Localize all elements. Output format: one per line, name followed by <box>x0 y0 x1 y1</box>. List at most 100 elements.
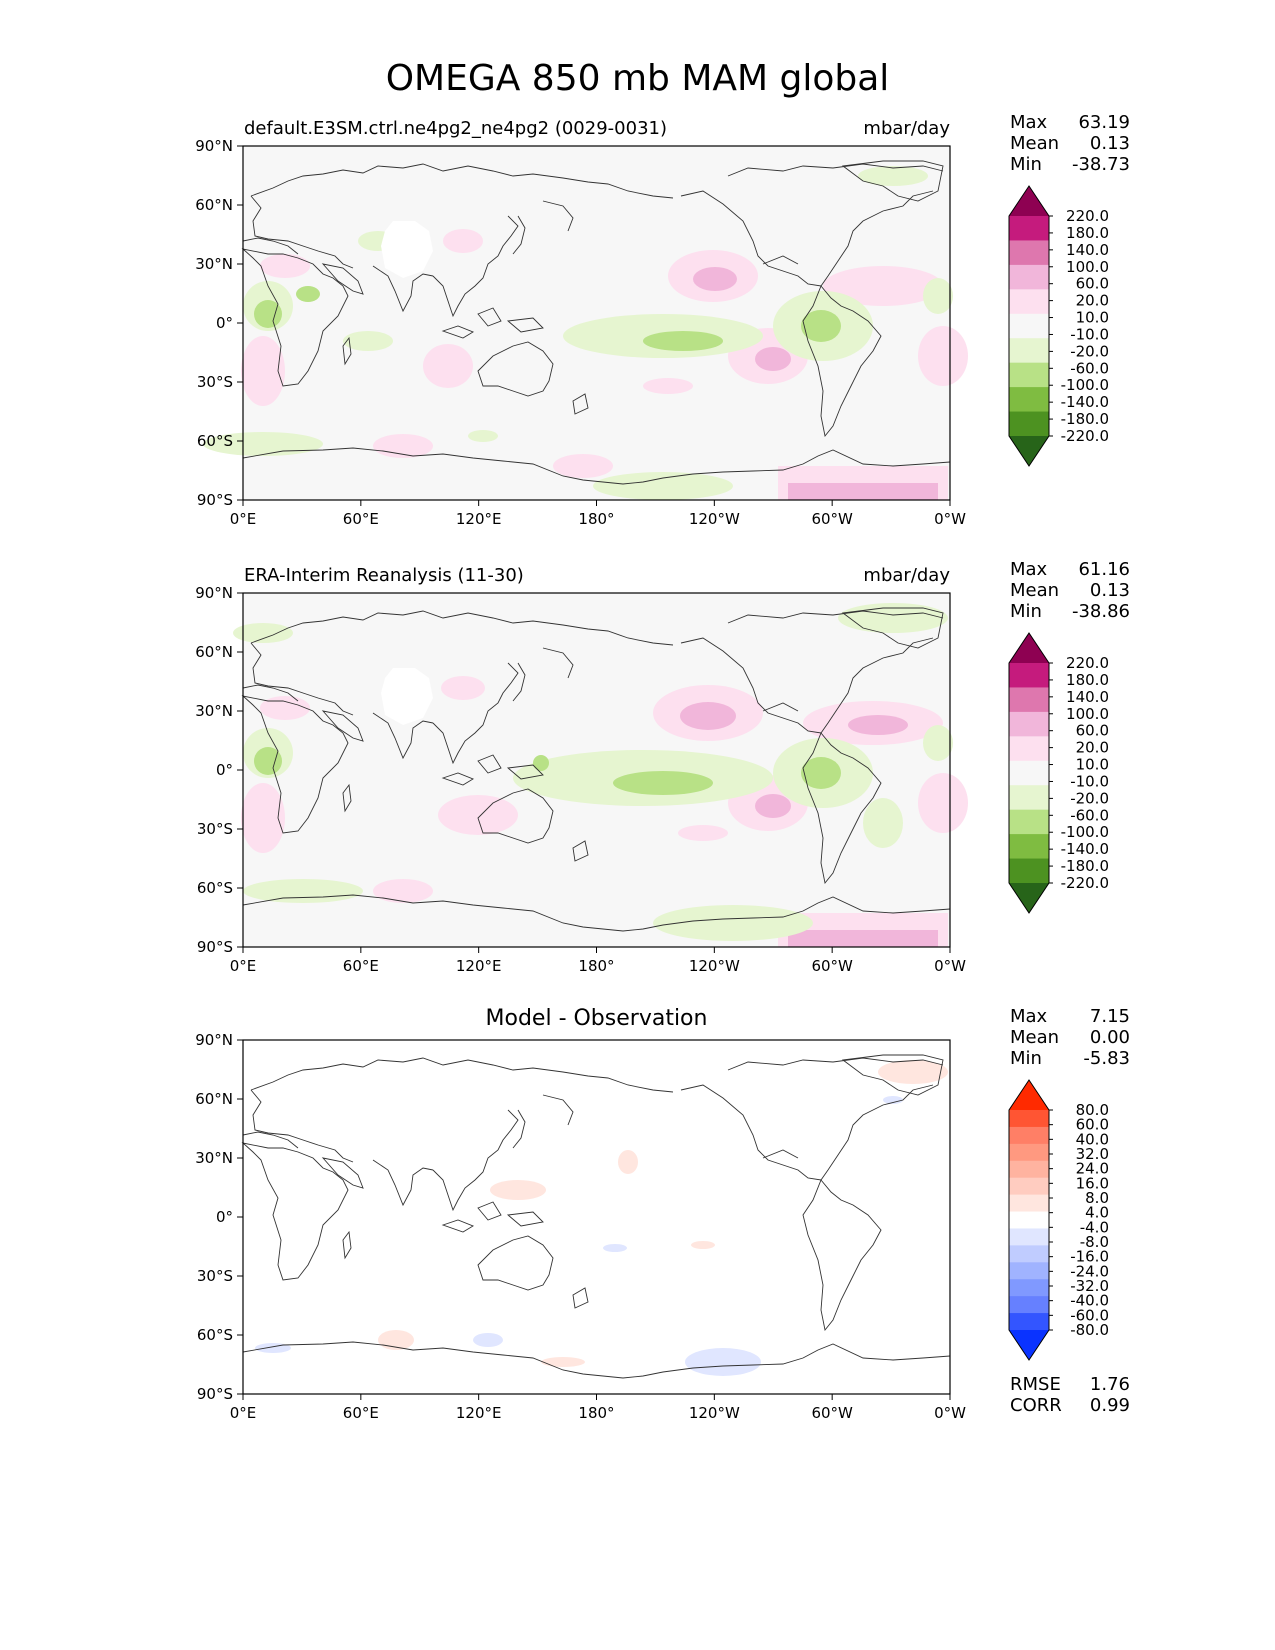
lon-tick-label: 0°E <box>230 1404 257 1422</box>
lat-tick-label: 60°N <box>195 196 233 214</box>
colorbar-tick-label: 40.0 <box>1076 1130 1109 1148</box>
panel-1-title: default.E3SM.ctrl.ne4pg2_ne4pg2 (0029-00… <box>244 118 667 139</box>
colorbar-tick-label: 60.0 <box>1076 275 1109 293</box>
colorbar-tick-label: -20.0 <box>1070 789 1109 807</box>
colorbar-tick-label: 60.0 <box>1076 1116 1109 1134</box>
colorbar-swatch <box>1009 1160 1049 1179</box>
colorbar-tick-label: -220.0 <box>1061 427 1109 445</box>
colorbar-swatch <box>1009 1211 1049 1229</box>
colorbar-tick-label: -8.0 <box>1080 1233 1109 1251</box>
lat-tick-label: 90°S <box>197 1385 233 1403</box>
colorbar-swatch <box>1009 687 1049 713</box>
lon-tick-label: 60°W <box>811 510 853 528</box>
colorbar-swatch <box>1009 663 1049 688</box>
lon-tick-label: 120°W <box>689 1404 740 1422</box>
panel-3-title: Model - Observation <box>485 1006 708 1031</box>
colorbar-tick-label: -10.0 <box>1070 772 1109 790</box>
colorbar-swatch <box>1009 289 1049 315</box>
colorbar-tick-label: -80.0 <box>1070 1321 1109 1339</box>
colorbar-swatch <box>1009 1228 1049 1246</box>
lat-tick-label: 60°S <box>197 1326 233 1344</box>
colorbar-tick-label: 20.0 <box>1076 292 1109 310</box>
colorbar-swatch <box>1009 1126 1049 1145</box>
lon-tick-label: 60°E <box>343 957 379 975</box>
lat-tick-label: 90°N <box>195 137 233 155</box>
colorbar-swatch <box>1009 338 1049 364</box>
colorbar-swatch <box>1009 760 1049 786</box>
lat-tick-label: 0° <box>216 314 233 332</box>
lon-tick-label: 60°W <box>811 1404 853 1422</box>
lat-tick-label: 30°S <box>197 820 233 838</box>
colorbar-swatch <box>1009 1279 1049 1297</box>
lat-tick-label: 90°N <box>195 1031 233 1049</box>
lon-tick-label: 180° <box>578 957 614 975</box>
colorbar-tick-label: -100.0 <box>1061 376 1109 394</box>
colorbar-swatch <box>1009 240 1049 266</box>
colorbar-swatch <box>1009 1143 1049 1162</box>
colorbar-tick-label: 100.0 <box>1066 705 1109 723</box>
colorbar-tick-label: 20.0 <box>1076 739 1109 757</box>
colorbar-swatch <box>1009 736 1049 762</box>
colorbar-tick-label: -220.0 <box>1061 874 1109 892</box>
lon-tick-label: 120°E <box>456 957 502 975</box>
colorbar-tick-label: 100.0 <box>1066 258 1109 276</box>
lon-tick-label: 120°E <box>456 1404 502 1422</box>
page-title: OMEGA 850 mb MAM global <box>385 58 890 99</box>
colorbar-swatch <box>1009 1262 1049 1280</box>
colorbar-tick-label: 10.0 <box>1076 309 1109 327</box>
colorbar-tick-label: -10.0 <box>1070 325 1109 343</box>
colorbar-tick-label: -20.0 <box>1070 342 1109 360</box>
lat-tick-label: 30°S <box>197 1267 233 1285</box>
colorbar-swatch <box>1009 1245 1049 1263</box>
colorbar-tick-label: 10.0 <box>1076 756 1109 774</box>
colorbar-tick-label: -32.0 <box>1070 1277 1109 1295</box>
colorbar-swatch <box>1009 411 1049 437</box>
lat-tick-label: 90°N <box>195 584 233 602</box>
lon-tick-label: 0°E <box>230 957 257 975</box>
colorbar-tick-label: 140.0 <box>1066 241 1109 259</box>
colorbar-swatch <box>1009 883 1049 913</box>
lon-tick-label: 60°E <box>343 510 379 528</box>
colorbar-tick-label: -100.0 <box>1061 823 1109 841</box>
lon-tick-label: 120°E <box>456 510 502 528</box>
colorbar-swatch <box>1009 1080 1049 1110</box>
colorbar-tick-label: 80.0 <box>1076 1101 1109 1119</box>
colorbar-swatch <box>1009 436 1049 466</box>
colorbar-swatch <box>1009 834 1049 860</box>
colorbar-tick-label: -60.0 <box>1070 806 1109 824</box>
colorbar-tick-label: 32.0 <box>1076 1145 1109 1163</box>
colorbar-swatch <box>1009 1313 1049 1331</box>
colorbar-swatch <box>1009 858 1049 884</box>
lat-tick-label: 30°S <box>197 373 233 391</box>
colorbar-tick-label: 220.0 <box>1066 654 1109 672</box>
colorbar-swatch <box>1009 362 1049 388</box>
panel-1-map <box>203 145 968 501</box>
colorbar-tick-label: 24.0 <box>1076 1160 1109 1178</box>
colorbar-swatch <box>1009 313 1049 339</box>
colorbar-tick-label: -16.0 <box>1070 1248 1109 1266</box>
panel-2-title: ERA-Interim Reanalysis (11-30) <box>244 565 524 586</box>
lon-tick-label: 0°E <box>230 510 257 528</box>
lat-tick-label: 30°N <box>195 255 233 273</box>
lat-tick-label: 0° <box>216 761 233 779</box>
colorbar-tick-label: 16.0 <box>1076 1174 1109 1192</box>
colorbar-swatch <box>1009 1194 1049 1213</box>
colorbar-tick-label: 8.0 <box>1085 1189 1109 1207</box>
colorbar-swatch <box>1009 1296 1049 1314</box>
panel-2-map <box>233 592 968 948</box>
colorbar-swatch <box>1009 1110 1049 1128</box>
lon-tick-label: 60°W <box>811 957 853 975</box>
colorbar-2: 220.0180.0140.0100.060.020.010.0-10.0-20… <box>1008 632 1109 914</box>
lon-tick-label: 0°W <box>934 957 966 975</box>
lat-tick-label: 90°S <box>197 491 233 509</box>
lat-tick-label: 60°S <box>197 879 233 897</box>
colorbar-tick-label: -140.0 <box>1061 393 1109 411</box>
colorbar-tick-label: 220.0 <box>1066 207 1109 225</box>
lon-tick-label: 0°W <box>934 510 966 528</box>
colorbar-swatch <box>1009 186 1049 216</box>
colorbar-tick-label: -140.0 <box>1061 840 1109 858</box>
colorbar-swatch <box>1009 1177 1049 1196</box>
colorbar-3: 80.060.040.032.024.016.08.04.0-4.0-8.0-1… <box>1008 1079 1109 1361</box>
lon-tick-label: 180° <box>578 1404 614 1422</box>
colorbar-swatch <box>1009 785 1049 811</box>
